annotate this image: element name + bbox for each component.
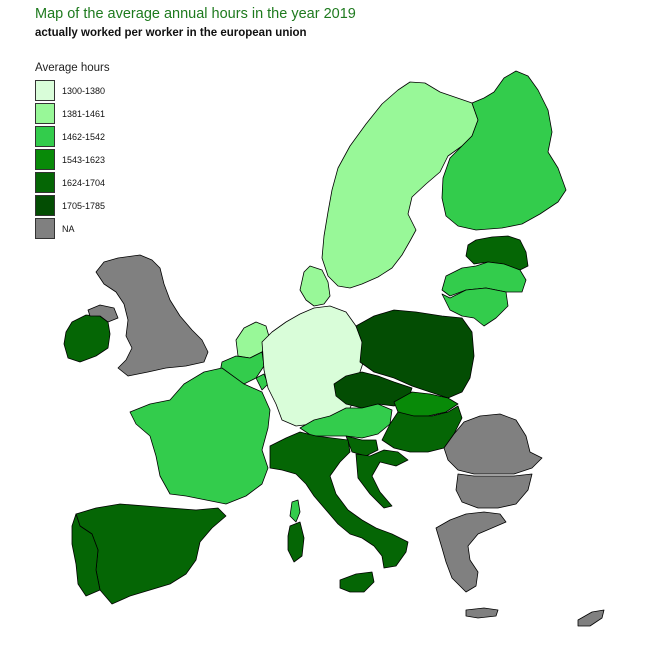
legend-item: 1462-1542	[35, 125, 110, 148]
map-title: Map of the average annual hours in the y…	[35, 6, 356, 22]
legend-item: 1300-1380	[35, 79, 110, 102]
country-france[interactable]	[129, 367, 271, 505]
country-northern-ireland[interactable]	[87, 304, 119, 323]
country-crete[interactable]	[465, 607, 499, 619]
legend-item: NA	[35, 217, 110, 240]
country-denmark[interactable]	[299, 265, 331, 307]
legend-label: 1624-1704	[62, 177, 106, 188]
country-greece[interactable]	[435, 511, 507, 593]
legend-label: 1300-1380	[62, 85, 106, 96]
country-estonia[interactable]	[465, 235, 529, 271]
country-croatia[interactable]	[355, 449, 409, 509]
legend-swatch	[35, 218, 55, 239]
country-austria[interactable]	[299, 403, 393, 439]
country-united-kingdom[interactable]	[95, 254, 209, 377]
country-bulgaria[interactable]	[455, 473, 533, 509]
legend-label: 1381-1461	[62, 108, 106, 119]
country-latvia[interactable]	[441, 261, 527, 297]
country-romania[interactable]	[443, 413, 543, 475]
country-ireland[interactable]	[63, 314, 111, 363]
legend-swatch	[35, 126, 55, 147]
legend-swatch	[35, 80, 55, 101]
country-poland[interactable]	[355, 309, 475, 399]
country-sicily[interactable]	[339, 571, 375, 593]
legend: Average hours 1300-1380 1381-1461 1462-1…	[35, 62, 110, 240]
legend-label: NA	[62, 223, 75, 234]
legend-swatch	[35, 195, 55, 216]
legend-item: 1705-1785	[35, 194, 110, 217]
map-subtitle: actually worked per worker in the europe…	[35, 27, 307, 39]
country-corsica[interactable]	[289, 499, 301, 523]
country-lithuania[interactable]	[441, 287, 509, 327]
country-portugal[interactable]	[71, 513, 101, 597]
legend-swatch	[35, 149, 55, 170]
country-sardinia[interactable]	[287, 521, 305, 563]
legend-label: 1543-1623	[62, 154, 106, 165]
legend-item: 1381-1461	[35, 102, 110, 125]
legend-swatch	[35, 103, 55, 124]
country-finland[interactable]	[441, 70, 567, 231]
legend-item: 1543-1623	[35, 148, 110, 171]
legend-title: Average hours	[35, 62, 110, 74]
country-hungary[interactable]	[381, 405, 463, 453]
country-slovenia[interactable]	[345, 435, 379, 457]
country-cyprus[interactable]	[577, 609, 605, 627]
country-sweden[interactable]	[321, 81, 479, 289]
legend-swatch	[35, 172, 55, 193]
legend-item: 1624-1704	[35, 171, 110, 194]
country-italy[interactable]	[269, 431, 409, 569]
legend-label: 1705-1785	[62, 200, 106, 211]
legend-label: 1462-1542	[62, 131, 106, 142]
